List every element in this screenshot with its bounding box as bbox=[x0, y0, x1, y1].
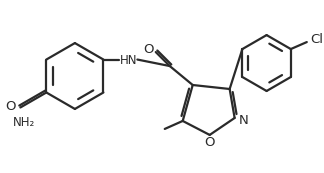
Text: O: O bbox=[144, 43, 154, 56]
Text: O: O bbox=[204, 136, 215, 149]
Text: O: O bbox=[5, 100, 16, 113]
Text: Cl: Cl bbox=[310, 33, 323, 45]
Text: N: N bbox=[239, 115, 249, 128]
Text: NH₂: NH₂ bbox=[13, 116, 36, 129]
Text: HN: HN bbox=[120, 54, 137, 67]
